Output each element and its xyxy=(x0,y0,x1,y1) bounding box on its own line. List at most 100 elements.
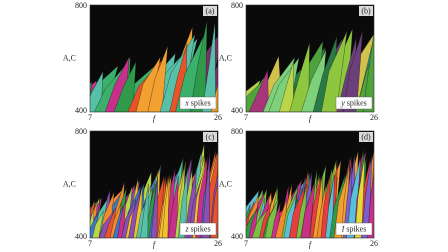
panel-frame xyxy=(89,4,219,113)
legend-variable: y xyxy=(340,98,345,107)
spike-region xyxy=(309,175,322,238)
spike-region xyxy=(221,212,230,238)
legend-variable: I xyxy=(341,224,345,233)
x-axis-label: f xyxy=(309,240,313,249)
spike-region xyxy=(201,21,216,112)
spike-region xyxy=(246,208,257,238)
panel-label-bg xyxy=(203,6,217,16)
spike-region xyxy=(288,186,306,238)
spike-region xyxy=(329,175,346,238)
y-tick-label: 400 xyxy=(231,232,243,241)
spike-region xyxy=(228,140,240,238)
spike-region xyxy=(342,30,363,112)
y-tick-label: 800 xyxy=(75,127,87,136)
spike-region xyxy=(375,147,383,238)
spike-region xyxy=(248,69,269,112)
x-axis-label: f xyxy=(153,114,157,123)
panel-label-bg xyxy=(359,132,373,142)
panel-frame xyxy=(245,4,375,113)
spike-region xyxy=(178,166,189,238)
legend-word: spikes xyxy=(191,98,211,107)
spike-region xyxy=(98,211,114,238)
legend-box xyxy=(335,96,373,110)
x-tick-label: 26 xyxy=(370,239,378,248)
legend-variable: z xyxy=(184,224,189,233)
spike-region xyxy=(333,165,350,238)
spike-region xyxy=(283,194,297,238)
spike-region xyxy=(346,157,361,238)
spike-region xyxy=(135,56,161,112)
legend-text: z spikes xyxy=(184,224,210,233)
spike-region xyxy=(370,100,374,112)
spike-region xyxy=(279,61,294,112)
spike-region xyxy=(376,131,404,238)
y-axis-label: A,C xyxy=(63,53,76,62)
spike-region xyxy=(321,30,348,112)
y-tick-label: 400 xyxy=(231,106,243,115)
spike-region xyxy=(150,174,158,238)
y-tick-label: 800 xyxy=(231,1,243,10)
legend-box xyxy=(179,222,217,236)
x-tick-label: 7 xyxy=(244,239,248,248)
spike-region xyxy=(251,209,268,238)
spike-region xyxy=(217,223,218,238)
legend-variable: x xyxy=(184,98,189,107)
spike-region xyxy=(378,142,390,238)
spike-region xyxy=(264,198,279,238)
spike-region xyxy=(221,150,229,238)
y-tick-label: 400 xyxy=(75,106,87,115)
panel-frame xyxy=(89,130,219,239)
y-tick-label: 800 xyxy=(231,127,243,136)
panel-label-bg xyxy=(359,6,373,16)
legend-word: spikes xyxy=(191,224,211,233)
spike-region xyxy=(289,42,310,112)
legend-word: spikes xyxy=(347,98,367,107)
panel-label-bg xyxy=(203,132,217,142)
legend-text: y spikes xyxy=(340,98,367,107)
spike-region xyxy=(60,210,73,238)
spike-region xyxy=(220,140,243,238)
legend-text: x spikes xyxy=(184,98,211,107)
panel xyxy=(60,131,244,238)
spike-region xyxy=(195,155,208,238)
x-tick-label: 26 xyxy=(214,113,222,122)
spike-region xyxy=(379,8,405,112)
spike-region xyxy=(121,199,137,238)
panel-frame xyxy=(245,130,375,239)
panel-label: (d) xyxy=(361,132,371,141)
spike-region xyxy=(162,173,170,238)
spike-region xyxy=(113,61,137,112)
x-tick-label: 7 xyxy=(244,113,248,122)
legend-box xyxy=(335,222,373,236)
x-tick-label: 7 xyxy=(88,113,92,122)
legend-box xyxy=(179,96,217,110)
spike-region xyxy=(92,211,104,238)
spike-region xyxy=(217,231,218,238)
panel-label: (b) xyxy=(361,6,371,15)
spike-region xyxy=(367,172,374,238)
x-tick-label: 26 xyxy=(214,239,222,248)
panel xyxy=(221,131,404,238)
spike-region xyxy=(248,207,259,238)
spike-region xyxy=(362,31,374,112)
panel xyxy=(246,5,405,112)
spike-region xyxy=(372,221,374,238)
x-tick-label: 7 xyxy=(88,239,92,248)
spike-region xyxy=(220,142,244,238)
x-tick-label: 26 xyxy=(370,113,378,122)
spike-region xyxy=(140,183,149,238)
spike-region xyxy=(378,137,395,238)
spike-region xyxy=(168,176,179,238)
spike-region xyxy=(147,45,168,112)
spike-region xyxy=(221,217,232,238)
spike-region xyxy=(229,147,238,238)
legend-word: spikes xyxy=(346,224,366,233)
x-axis-label: f xyxy=(309,114,313,123)
spike-region xyxy=(382,147,393,238)
spike-region xyxy=(380,141,399,238)
panel-label: (c) xyxy=(206,132,215,141)
y-tick-label: 800 xyxy=(75,1,87,10)
y-axis-label: A,C xyxy=(63,179,76,188)
y-axis-label: A,C xyxy=(219,53,232,62)
spike-region xyxy=(63,227,74,238)
